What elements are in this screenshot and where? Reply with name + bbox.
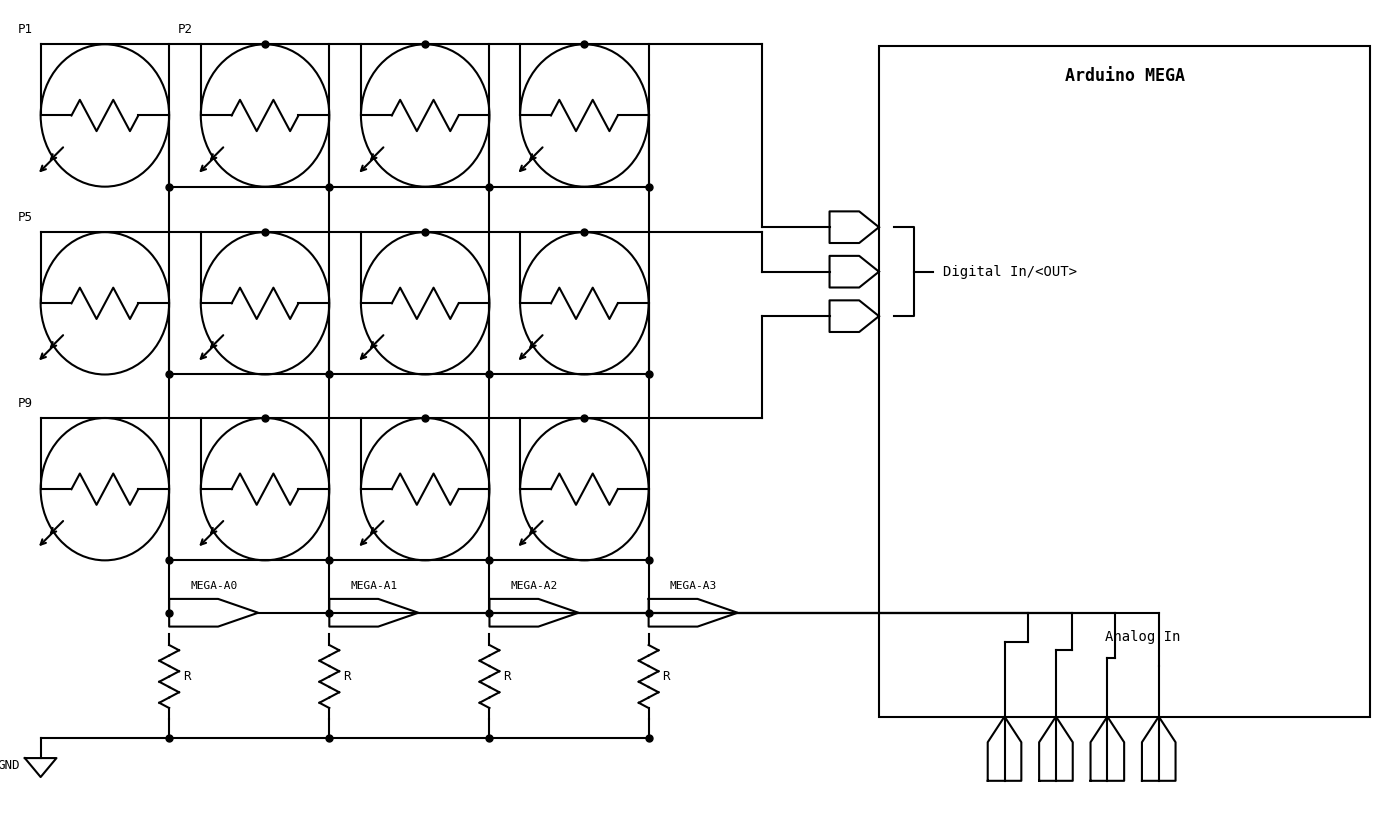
Text: P9: P9	[18, 397, 32, 410]
Text: P1: P1	[18, 23, 32, 37]
Text: MEGA-A1: MEGA-A1	[351, 581, 397, 591]
Text: GND: GND	[0, 760, 20, 772]
Text: R: R	[503, 670, 511, 683]
Text: R: R	[662, 670, 671, 683]
Text: P2: P2	[177, 23, 193, 37]
Text: MEGA-A0: MEGA-A0	[190, 581, 237, 591]
Text: R: R	[344, 670, 351, 683]
Text: Analog In: Analog In	[1105, 630, 1180, 645]
Bar	[879, 46, 1370, 716]
Text: Digital In/<OUT>: Digital In/<OUT>	[943, 265, 1077, 279]
Text: MEGA-A2: MEGA-A2	[510, 581, 557, 591]
Text: R: R	[183, 670, 190, 683]
Text: P5: P5	[18, 211, 32, 225]
Text: MEGA-A3: MEGA-A3	[669, 581, 717, 591]
Text: Arduino MEGA: Arduino MEGA	[1065, 67, 1185, 85]
